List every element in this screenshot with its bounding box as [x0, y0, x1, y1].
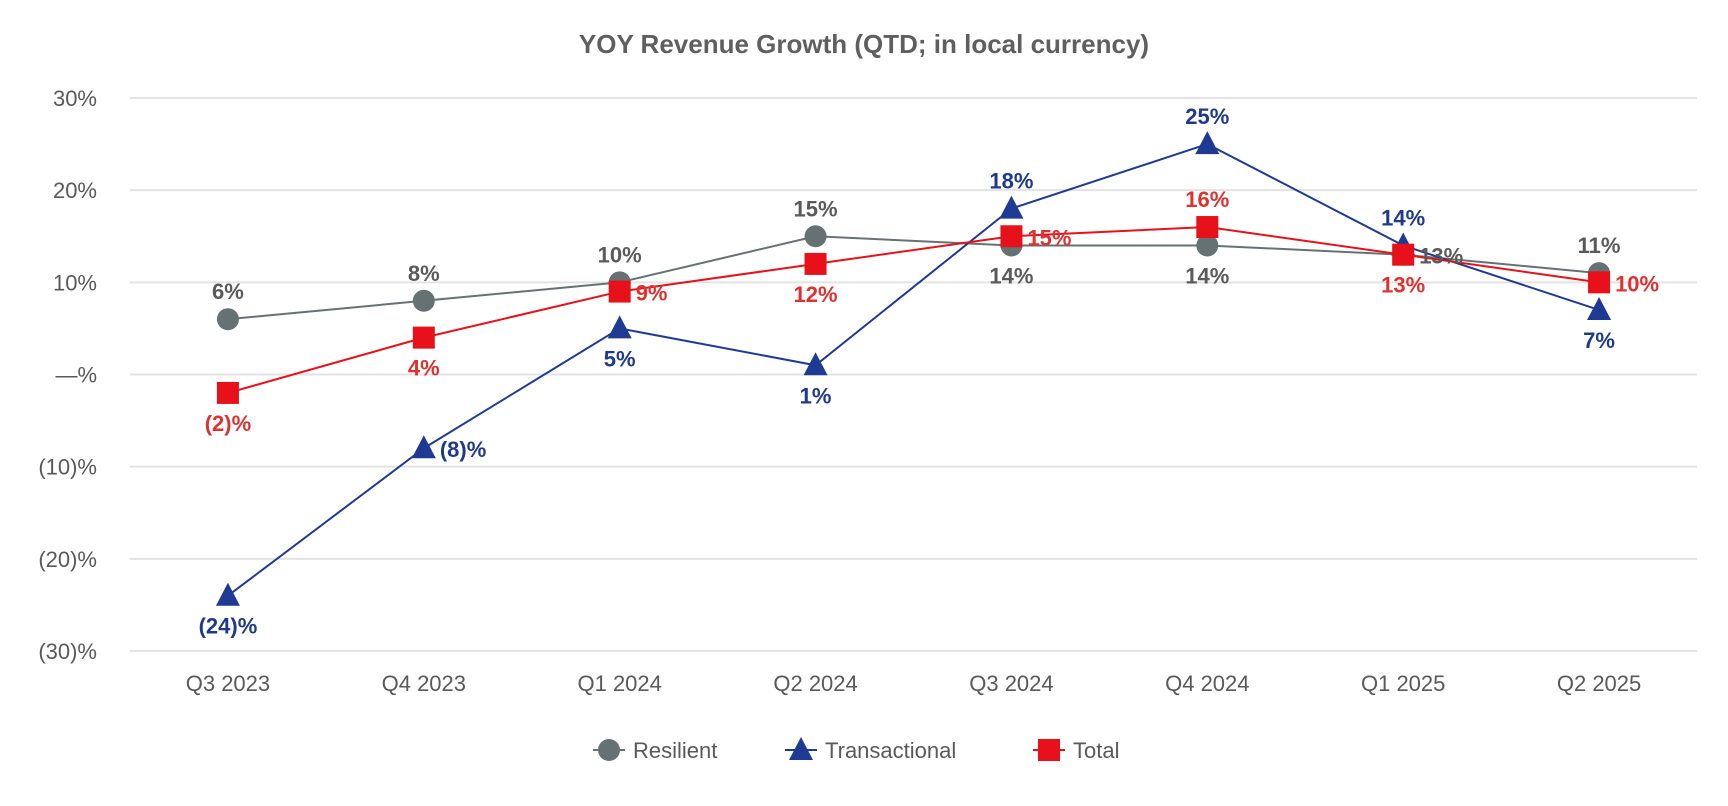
x-tick-label: Q1 2025: [1361, 671, 1445, 696]
x-tick-label: Q2 2025: [1557, 671, 1641, 696]
square-marker: [1196, 216, 1219, 239]
circle-marker: [216, 308, 239, 331]
data-label: (24)%: [199, 614, 258, 639]
data-label: 13%: [1419, 244, 1463, 269]
y-tick-label: (30)%: [38, 639, 97, 664]
data-label: 10%: [1615, 271, 1659, 296]
data-label: (2)%: [205, 411, 251, 436]
triangle-marker: [803, 352, 828, 376]
circle-marker: [412, 289, 435, 312]
series-total: [216, 216, 1611, 404]
legend-label: Resilient: [633, 738, 717, 763]
data-label: 15%: [794, 196, 838, 221]
chart-title: YOY Revenue Growth (QTD; in local curren…: [579, 29, 1149, 59]
circle-marker: [598, 739, 620, 761]
square-marker: [608, 280, 631, 303]
legend-item-transactional: Transactional: [785, 737, 956, 763]
y-tick-label: —%: [55, 363, 97, 388]
triangle-marker: [1587, 296, 1612, 320]
data-label: 4%: [408, 356, 440, 381]
triangle-marker: [789, 737, 813, 760]
legend-label: Total: [1073, 738, 1119, 763]
square-marker: [804, 252, 827, 275]
x-tick-label: Q4 2024: [1165, 671, 1249, 696]
square-marker: [216, 381, 239, 404]
series-line: [227, 226, 1600, 394]
data-label: 8%: [408, 261, 440, 286]
circle-marker: [804, 225, 827, 248]
square-marker: [1588, 271, 1611, 294]
data-label: 12%: [794, 282, 838, 307]
legend-label: Transactional: [825, 738, 956, 763]
square-marker: [1038, 739, 1060, 761]
triangle-marker: [607, 315, 632, 339]
data-label: 14%: [1185, 263, 1229, 288]
legend-item-resilient: Resilient: [593, 738, 717, 763]
data-label: 10%: [598, 242, 642, 267]
square-marker: [1000, 225, 1023, 248]
data-label: 14%: [1381, 205, 1425, 230]
x-tick-label: Q4 2023: [382, 671, 466, 696]
data-label: 14%: [989, 263, 1033, 288]
square-marker: [1392, 243, 1415, 266]
triangle-marker: [215, 582, 240, 606]
y-tick-label: (20)%: [38, 547, 97, 572]
data-label: 7%: [1583, 328, 1615, 353]
data-label: 5%: [604, 346, 636, 371]
y-tick-label: 30%: [53, 86, 97, 111]
series-line: [227, 143, 1600, 597]
y-tick-label: 20%: [53, 178, 97, 203]
triangle-marker: [411, 435, 436, 459]
data-label: 15%: [1027, 225, 1071, 250]
x-tick-label: Q3 2023: [186, 671, 270, 696]
circle-marker: [1196, 234, 1219, 257]
triangle-marker: [999, 195, 1024, 219]
y-tick-label: 10%: [53, 270, 97, 295]
x-tick-label: Q1 2024: [577, 671, 661, 696]
data-label: (8)%: [440, 437, 486, 462]
data-label: 13%: [1381, 273, 1425, 298]
data-label: 9%: [636, 281, 668, 306]
data-label: 6%: [212, 279, 244, 304]
data-label: 16%: [1185, 187, 1229, 212]
data-label: 18%: [989, 169, 1033, 194]
data-label: 25%: [1185, 104, 1229, 129]
series-line: [227, 235, 1600, 321]
data-label: 1%: [800, 383, 832, 408]
data-label: 11%: [1578, 233, 1621, 258]
legend: Resilient Transactional Total: [593, 737, 1119, 763]
square-marker: [412, 326, 435, 349]
x-tick-label: Q3 2024: [969, 671, 1053, 696]
x-tick-label: Q2 2024: [773, 671, 857, 696]
triangle-marker: [1195, 131, 1220, 155]
legend-item-total: Total: [1033, 738, 1119, 763]
y-tick-label: (10)%: [38, 455, 97, 480]
